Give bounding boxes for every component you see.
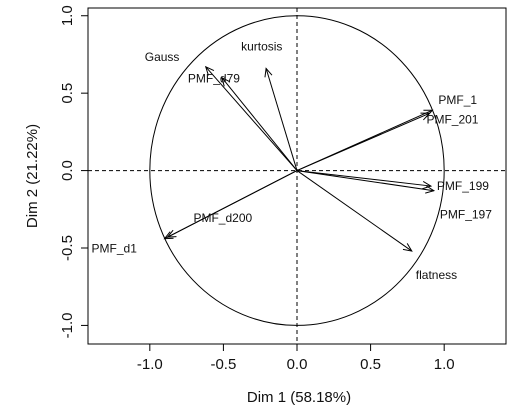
arrow-pmf-201 — [296, 112, 430, 172]
arrow-gauss — [205, 66, 298, 171]
arrow-pmf-197 — [296, 170, 434, 192]
x-tick-label: 0.0 — [287, 356, 308, 373]
arrowhead-gauss — [204, 65, 215, 76]
arrowhead-flatness — [402, 243, 413, 252]
arrow-pmf-d1 — [164, 170, 298, 240]
arrowhead-pmf-d79 — [221, 76, 231, 87]
x-axis-title: Dim 1 (58.18%) — [247, 389, 351, 406]
label-pmf-d200: PMF_d200 — [193, 211, 252, 225]
y-axis-title: Dim 2 (21.22%) — [24, 124, 41, 228]
arrow-pmf-199 — [296, 170, 431, 187]
x-tick-label: -1.0 — [137, 356, 163, 373]
y-tick-label: 1.0 — [59, 5, 76, 26]
arrow-flatness — [296, 170, 413, 252]
y-tick-label: 0.0 — [59, 160, 76, 181]
label-pmf-199: PMF_199 — [437, 179, 489, 193]
label-pmf-1: PMF_1 — [438, 93, 477, 107]
y-tick-label: -1.0 — [59, 312, 76, 338]
label-kurtosis: kurtosis — [241, 39, 282, 53]
arrow-pmf-d79 — [221, 77, 298, 171]
x-tick-label: -0.5 — [210, 356, 236, 373]
arrowhead-pmf-201 — [420, 112, 431, 121]
label-pmf-201: PMF_201 — [426, 112, 478, 126]
label-pmf-d1: PMF_d1 — [92, 242, 138, 256]
arrowhead-pmf-d1 — [163, 231, 174, 240]
arrowhead-kurtosis — [264, 67, 273, 78]
arrowhead-pmf-199 — [422, 181, 433, 190]
y-tick-label: 0.5 — [59, 83, 76, 104]
x-tick-label: 1.0 — [434, 356, 455, 373]
label-pmf-197: PMF_197 — [440, 208, 492, 222]
y-tick-label: -0.5 — [59, 235, 76, 261]
label-pmf-d79: PMF_d79 — [188, 72, 240, 86]
label-flatness: flatness — [416, 268, 457, 282]
arrow-kurtosis — [265, 68, 298, 171]
x-tick-label: 0.5 — [360, 356, 381, 373]
label-gauss: Gauss — [145, 50, 180, 64]
arrowhead-pmf-197 — [425, 185, 436, 194]
